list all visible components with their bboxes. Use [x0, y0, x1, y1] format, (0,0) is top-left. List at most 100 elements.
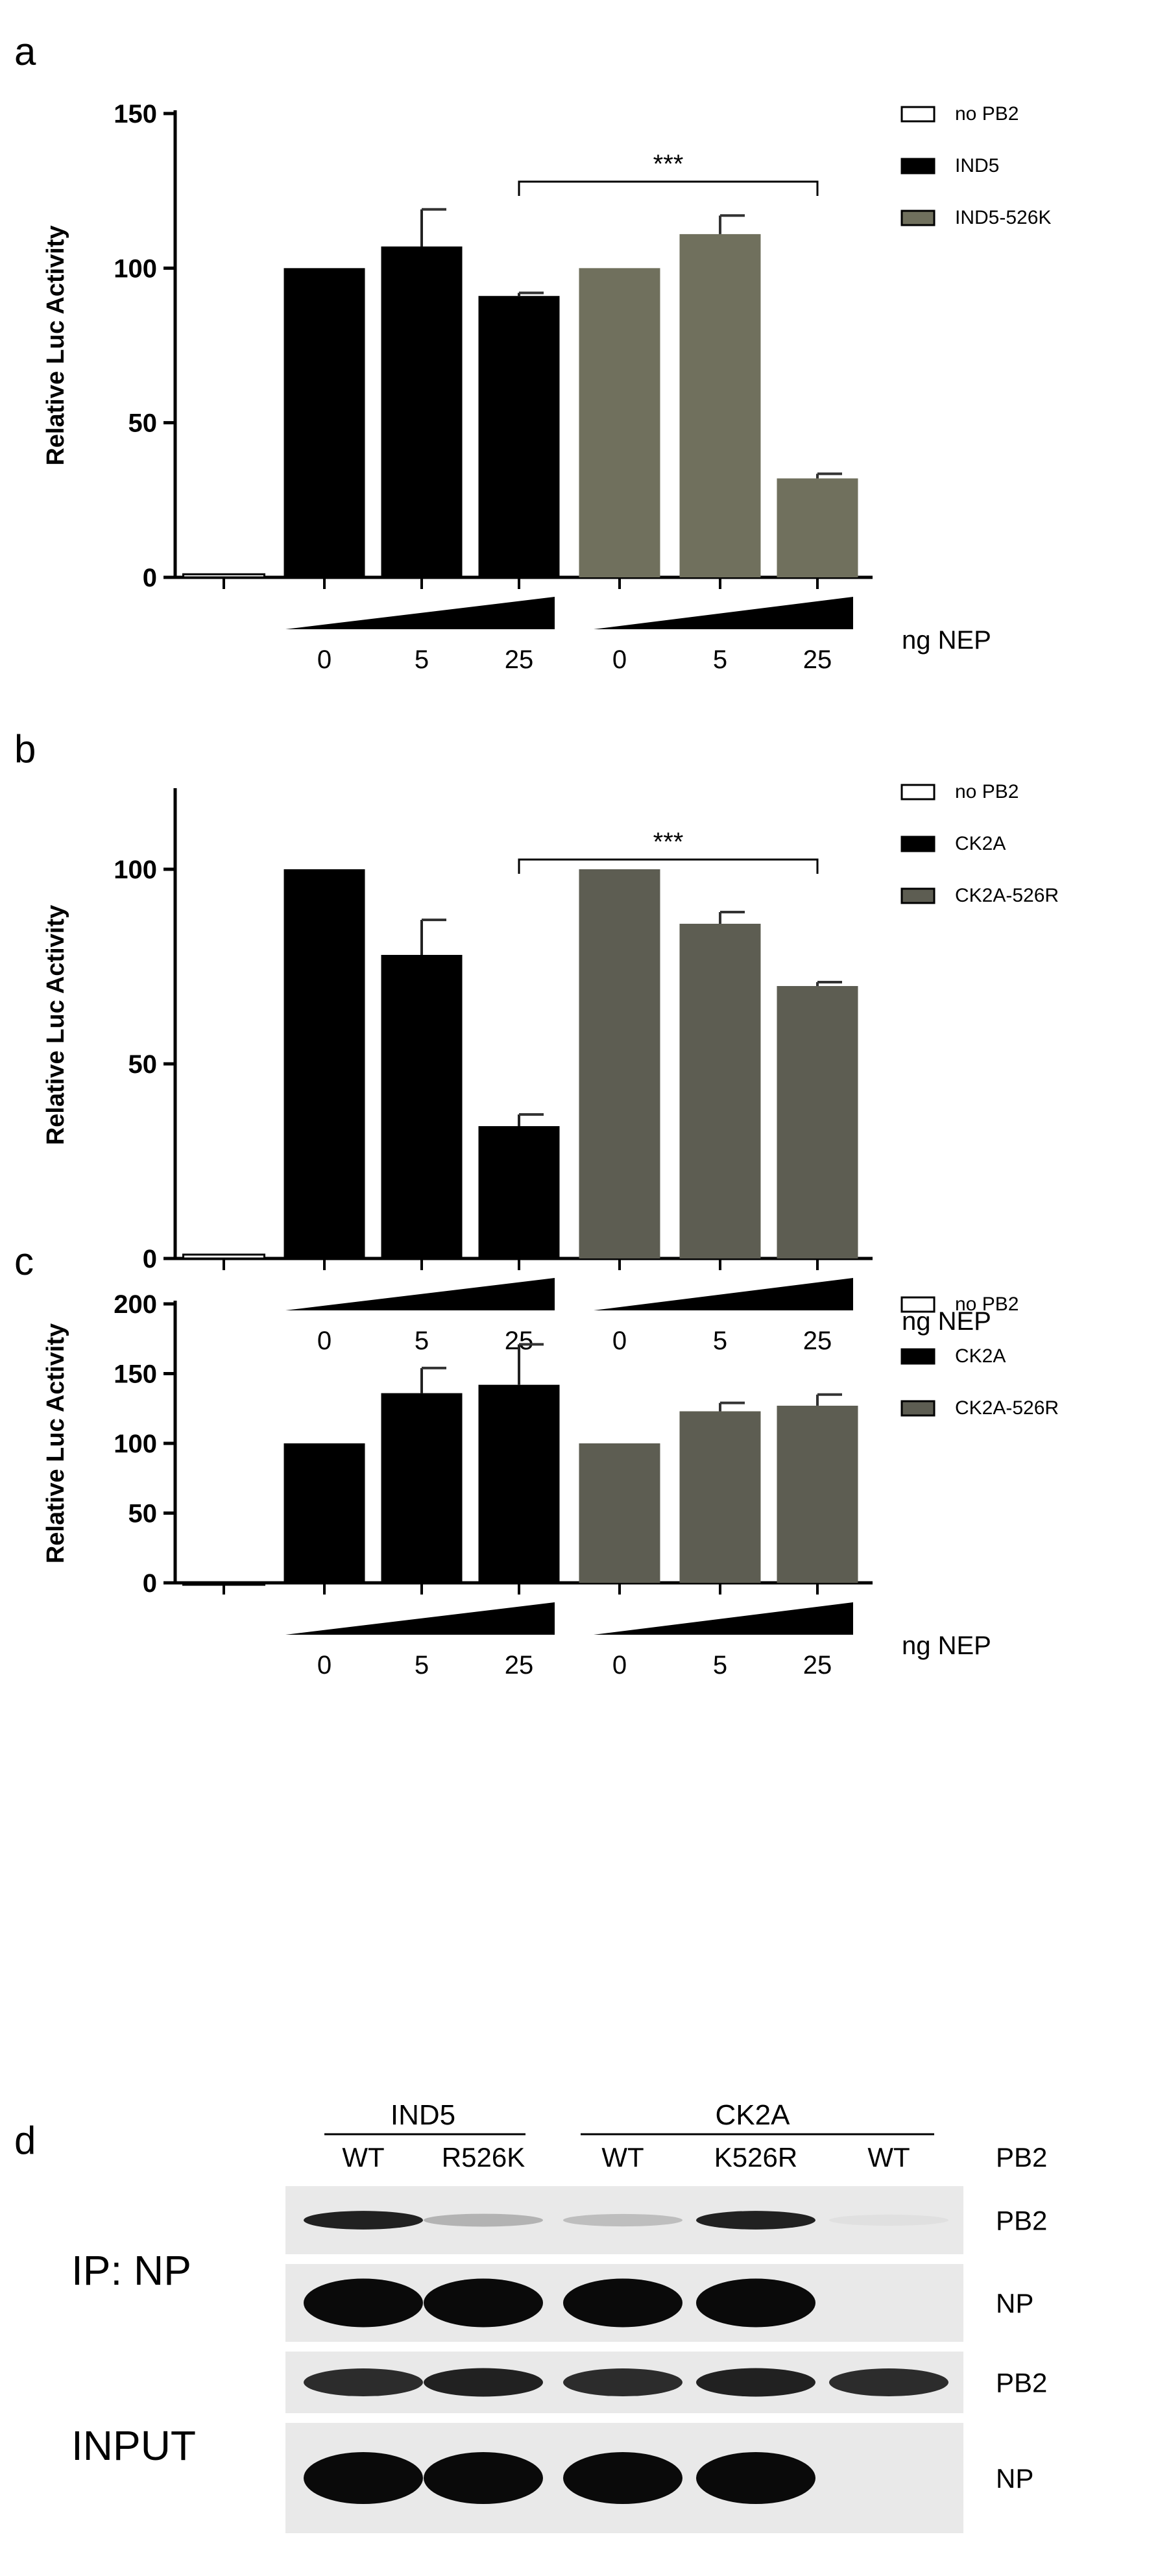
bar-ind5-526k-6	[777, 478, 858, 577]
legend-label: CK2A	[955, 833, 1006, 854]
blot-band	[424, 2213, 543, 2227]
blot-row-label: NP	[996, 2288, 1033, 2318]
bar-ck2a-526r-6	[777, 986, 858, 1258]
blot-band	[696, 2368, 815, 2397]
y-tick-label: 50	[128, 1050, 158, 1079]
bar-ck2a-1	[284, 869, 365, 1258]
blot-band	[563, 2368, 682, 2396]
wedge-icon	[594, 1278, 853, 1310]
x-tick-label: 5	[415, 645, 429, 674]
bar-ck2a-3	[478, 1384, 560, 1583]
bar-ck2a-526r-4	[579, 869, 660, 1258]
y-tick-label: 100	[114, 1430, 157, 1458]
y-axis-label: Relative Luc Activity	[42, 225, 69, 465]
blot-band	[304, 2278, 423, 2328]
blot-band	[696, 2452, 815, 2504]
panel-letter: b	[14, 727, 36, 771]
wedge-icon	[285, 1602, 555, 1635]
y-tick-label: 50	[128, 1500, 158, 1528]
blot-row-label: PB2	[996, 2368, 1047, 2398]
lane-label: R526K	[442, 2142, 525, 2173]
panel-letter: d	[14, 2119, 36, 2162]
legend-label: no PB2	[955, 781, 1019, 802]
x-tick-label: 0	[317, 1651, 332, 1679]
significance-label: ***	[653, 150, 684, 178]
x-tick-label: 0	[612, 645, 627, 674]
x-tick-label: 25	[803, 645, 832, 674]
blot-group-label: IND5	[391, 2099, 455, 2131]
x-tick-label: 25	[505, 1651, 534, 1679]
y-tick-label: 100	[114, 856, 157, 884]
legend-swatch	[900, 1400, 936, 1417]
legend-swatch	[900, 836, 936, 852]
bar-ind5-2	[381, 246, 463, 577]
blot-band	[563, 2278, 682, 2328]
blot-band	[829, 2214, 948, 2226]
y-tick-label: 0	[143, 1569, 157, 1598]
blot-group-label: CK2A	[716, 2099, 791, 2131]
legend-swatch	[900, 784, 936, 800]
wedge-icon	[285, 597, 555, 629]
wedge-icon	[594, 597, 853, 629]
bracket-icon	[518, 858, 819, 874]
x-tick-label: 25	[505, 645, 534, 674]
x-tick-label: 25	[803, 1327, 832, 1355]
legend-swatch	[900, 1296, 936, 1313]
blot-band	[563, 2452, 682, 2504]
y-axis-label: Relative Luc Activity	[42, 1323, 69, 1563]
y-tick-label: 0	[143, 1245, 157, 1273]
legend-label: no PB2	[955, 103, 1019, 125]
lane-label: WT	[342, 2142, 384, 2173]
legend-label: no PB2	[955, 1294, 1019, 1315]
legend-swatch	[900, 887, 936, 904]
bar-ind5-526k-4	[579, 268, 660, 577]
legend-swatch	[900, 158, 936, 175]
panel-letter: c	[14, 1240, 34, 1283]
blot-band	[829, 2368, 948, 2396]
x-tick-label: 5	[713, 645, 727, 674]
legend-label: CK2A-526R	[955, 1397, 1059, 1419]
blot-band	[563, 2213, 682, 2227]
panel-a: a 0 50 100 150 Relative Luc Activity 0 5 25 0 5 25 n…	[14, 30, 1051, 674]
x-tick-label: 5	[713, 1651, 727, 1679]
wedge-icon	[594, 1602, 853, 1635]
x-tick-label: 25	[803, 1651, 832, 1679]
blot-band	[304, 2211, 423, 2230]
x-tick-label: 5	[713, 1327, 727, 1355]
bar-no-pb2-0	[182, 573, 265, 579]
bar-ck2a-2	[381, 1393, 463, 1583]
x-axis-label: ng NEP	[902, 1631, 991, 1660]
lane-label: WT	[867, 2142, 910, 2173]
blot-band	[696, 2278, 815, 2328]
bar-no-pb2-0	[182, 1253, 265, 1260]
y-axis-label: Relative Luc Activity	[42, 905, 69, 1145]
y-tick-label: 100	[114, 254, 157, 283]
significance-label: ***	[653, 828, 684, 856]
bar-ck2a-1	[284, 1443, 365, 1583]
legend-label: CK2A-526R	[955, 885, 1059, 906]
x-tick-label: 5	[415, 1651, 429, 1679]
legend-swatch	[900, 210, 936, 226]
bar-ind5-3	[478, 296, 560, 577]
x-tick-label: 0	[612, 1651, 627, 1679]
lane-label: WT	[601, 2142, 644, 2173]
bar-ind5-1	[284, 268, 365, 577]
blot-row-label: NP	[996, 2463, 1033, 2494]
bar-ck2a-526r-5	[679, 1411, 761, 1583]
x-tick-label: 0	[317, 1327, 332, 1355]
bar-ck2a-526r-6	[777, 1405, 858, 1583]
bar-ck2a-526r-4	[579, 1443, 660, 1583]
wedge-icon	[285, 1278, 555, 1310]
y-tick-label: 150	[114, 100, 157, 128]
legend-label: CK2A	[955, 1345, 1006, 1367]
legend-label: IND5-526K	[955, 207, 1051, 228]
blot-band	[424, 2368, 543, 2397]
x-tick-label: 0	[317, 645, 332, 674]
legend-swatch	[900, 1348, 936, 1365]
panel-d: d IND5 CK2A WT R526K WT K526R WT PB2 PB2 NP PB2 NP IP…	[14, 2099, 1047, 2533]
blot-row-label: PB2	[996, 2206, 1047, 2236]
bar-ck2a-3	[478, 1126, 560, 1258]
legend-label: IND5	[955, 155, 999, 176]
